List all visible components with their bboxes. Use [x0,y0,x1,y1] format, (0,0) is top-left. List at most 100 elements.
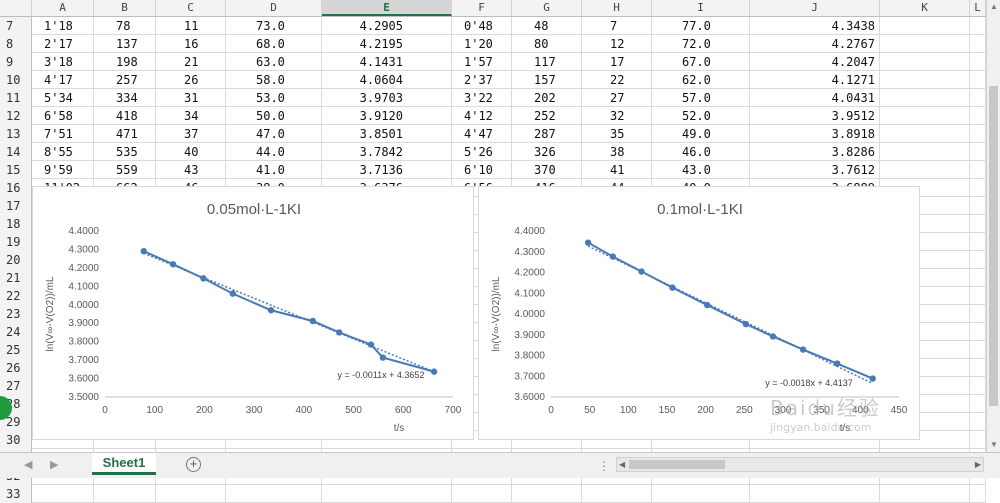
cell-g[interactable]: 287 [512,125,582,143]
cell-c[interactable]: 26 [156,71,226,89]
row-number[interactable]: 18 [0,215,32,233]
cell-d[interactable]: 63.0 [226,53,322,71]
cell-d[interactable] [226,431,322,449]
column-header-j[interactable]: J [750,0,880,16]
plus-circle-icon[interactable]: + [186,457,201,472]
data-point[interactable] [140,247,147,255]
data-point[interactable] [704,301,711,309]
cell-f[interactable]: 1'57 [452,53,512,71]
row-number[interactable]: 27 [0,377,32,395]
cell-l[interactable] [970,53,986,71]
cell-c[interactable]: 37 [156,125,226,143]
cell-h[interactable]: 32 [582,107,652,125]
cell-h[interactable]: 41 [582,161,652,179]
cell-h[interactable]: 12 [582,35,652,53]
cell-d[interactable]: 58.0 [226,71,322,89]
cell-g[interactable]: 370 [512,161,582,179]
row-number[interactable]: 23 [0,305,32,323]
cell-h[interactable] [582,431,652,449]
cell-k[interactable] [880,107,970,125]
row-number[interactable]: 13 [0,125,32,143]
next-sheet-icon[interactable]: ▶ [50,459,59,471]
cell-k[interactable] [880,197,970,215]
cell-i[interactable]: 67.0 [652,53,750,71]
cell-l[interactable] [970,35,986,53]
cell-l[interactable] [970,305,986,323]
cell-e[interactable] [322,431,452,449]
cell-j[interactable]: 3.8918 [750,125,880,143]
cell-k[interactable] [880,341,970,359]
cell-h[interactable]: 38 [582,143,652,161]
data-point[interactable] [379,354,387,361]
data-point[interactable] [669,284,676,291]
column-header-d[interactable]: D [226,0,322,16]
cell-f[interactable]: 4'12 [452,107,512,125]
cell-d[interactable]: 73.0 [226,17,322,35]
cell-e[interactable]: 3.7136 [322,161,452,179]
cell-l[interactable] [970,233,986,251]
cell-a[interactable]: 1'18 [32,17,94,35]
cell-b[interactable] [94,485,156,503]
cell-a[interactable]: 3'18 [32,53,94,71]
cell-h[interactable]: 7 [582,17,652,35]
cell-l[interactable] [970,107,986,125]
cell-e[interactable]: 4.1431 [322,53,452,71]
cell-f[interactable]: 5'26 [452,143,512,161]
data-point[interactable] [638,268,645,275]
row-number[interactable]: 21 [0,269,32,287]
cell-k[interactable] [880,431,970,449]
cell-f[interactable]: 0'48 [452,17,512,35]
cell-g[interactable]: 48 [512,17,582,35]
data-point[interactable] [584,239,592,246]
chart-0.05-ki[interactable]: 0.05mol·L-1KI 3.5000 3.6000 3.7000 3.8000 3.9… [32,186,474,440]
cell-k[interactable] [880,71,970,89]
cell-a[interactable]: 6'58 [32,107,94,125]
cell-a[interactable]: 4'17 [32,71,94,89]
cell-g[interactable]: 117 [512,53,582,71]
cell-e[interactable]: 4.2195 [322,35,452,53]
data-point[interactable] [335,329,343,336]
scroll-up-icon[interactable]: ▲ [990,2,998,11]
cell-k[interactable] [880,161,970,179]
column-header-c[interactable]: C [156,0,226,16]
cell-c[interactable] [156,485,226,503]
cell-i[interactable]: 77.0 [652,17,750,35]
cell-d[interactable]: 41.0 [226,161,322,179]
cell-i[interactable] [652,431,750,449]
cell-k[interactable] [880,17,970,35]
data-point[interactable] [229,290,236,297]
cell-k[interactable] [880,251,970,269]
cell-h[interactable]: 27 [582,89,652,107]
cell-h[interactable]: 22 [582,71,652,89]
cell-j[interactable]: 3.8286 [750,143,880,161]
cell-b[interactable]: 334 [94,89,156,107]
sheet-tab-sheet1[interactable]: Sheet1 [92,453,156,475]
cell-k[interactable] [880,305,970,323]
cell-a[interactable] [32,431,94,449]
row-number[interactable]: 33 [0,485,32,503]
cell-i[interactable]: 46.0 [652,143,750,161]
column-header-k[interactable]: K [880,0,970,16]
cell-c[interactable]: 40 [156,143,226,161]
cell-k[interactable] [880,125,970,143]
cell-k[interactable] [880,359,970,377]
cell-l[interactable] [970,323,986,341]
row-number[interactable]: 24 [0,323,32,341]
cell-l[interactable] [970,125,986,143]
row-number[interactable]: 29 [0,413,32,431]
cell-h[interactable]: 17 [582,53,652,71]
cell-k[interactable] [880,287,970,305]
cell-a[interactable]: 9'59 [32,161,94,179]
cell-i[interactable]: 62.0 [652,71,750,89]
scroll-right-icon[interactable]: ▶ [974,460,981,469]
cell-b[interactable]: 78 [94,17,156,35]
row-number[interactable]: 26 [0,359,32,377]
data-point[interactable] [200,275,207,282]
cell-i[interactable]: 49.0 [652,125,750,143]
data-point[interactable] [609,253,617,260]
row-number[interactable]: 8 [0,35,32,53]
row-number[interactable]: 11 [0,89,32,107]
cell-b[interactable]: 559 [94,161,156,179]
cell-k[interactable] [880,89,970,107]
floating-green-button[interactable] [0,396,12,420]
